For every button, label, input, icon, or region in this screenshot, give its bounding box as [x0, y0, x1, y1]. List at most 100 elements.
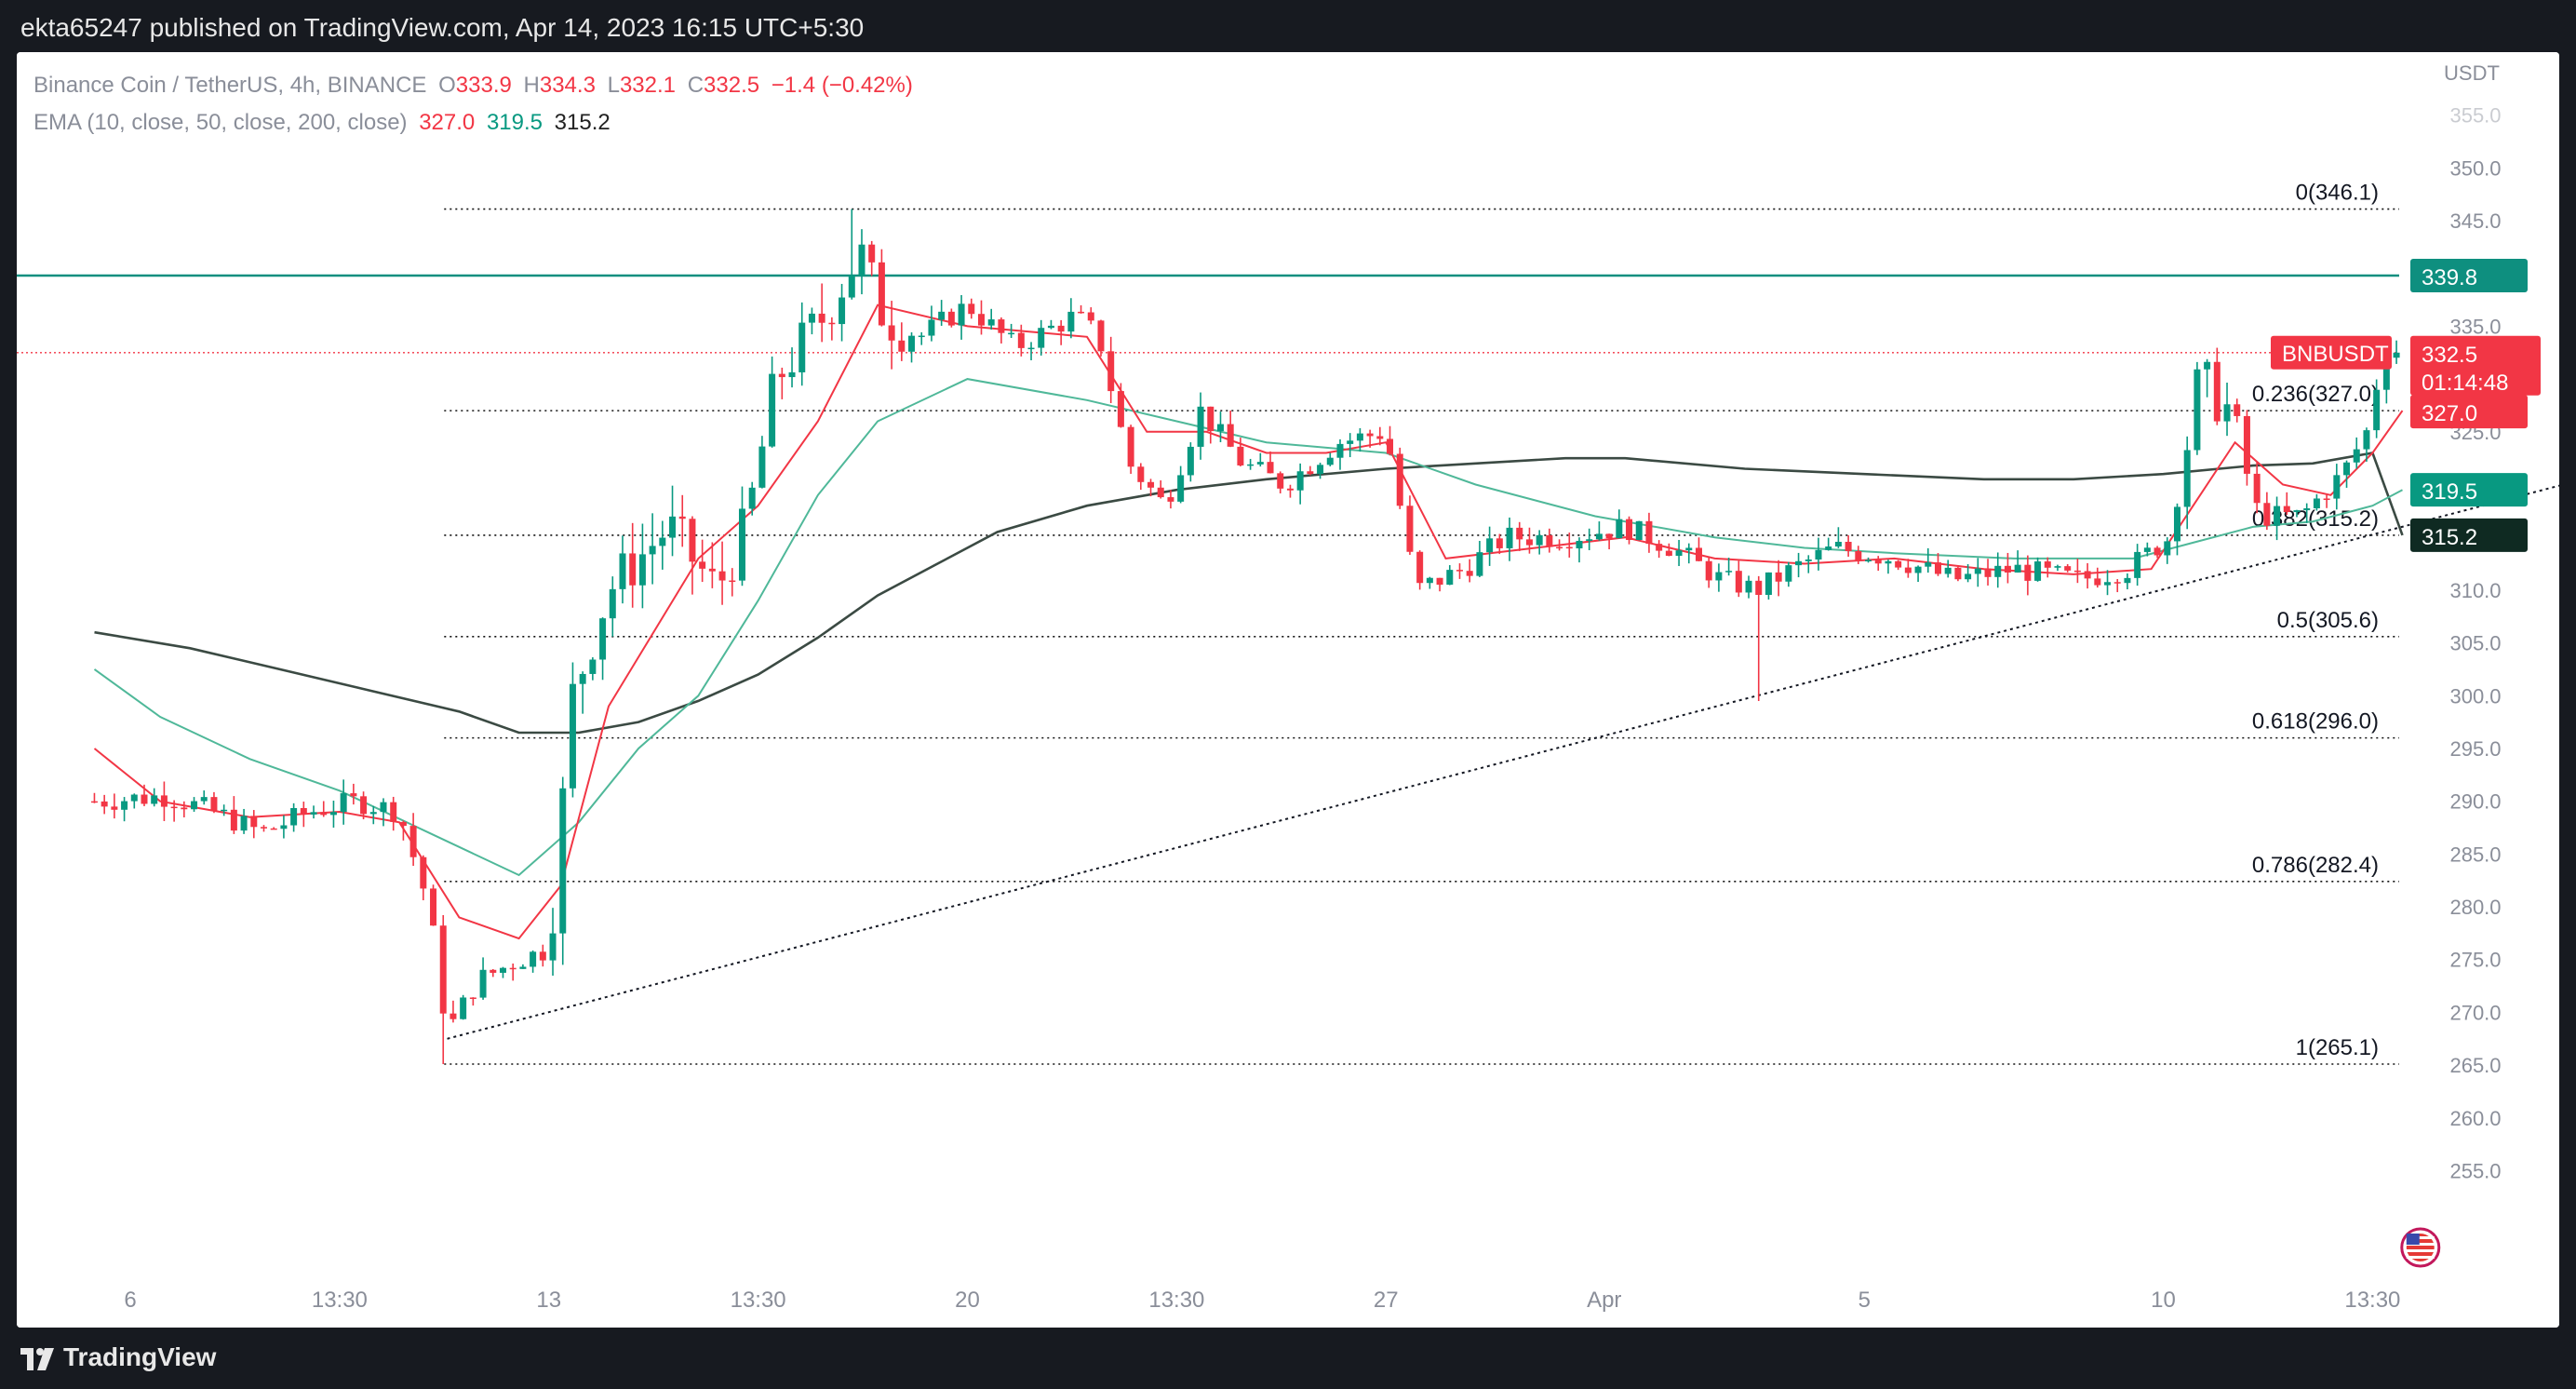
candle-up — [908, 335, 916, 352]
candle-up — [1586, 539, 1593, 541]
candle-up — [769, 373, 776, 447]
flag-stripe — [2406, 1236, 2435, 1239]
y-axis-tick: 265.0 — [2449, 1054, 2501, 1077]
candle-up — [1067, 311, 1075, 332]
candle-up — [798, 322, 806, 372]
legend-ema-label[interactable]: EMA (10, close, 50, close, 200, close) — [34, 110, 408, 135]
ema50-line — [93, 378, 2403, 877]
chart-frame[interactable]: USDT 355.0 350.0 345.0 335.0 325.0 310.0 305.0 3… — [17, 52, 2559, 1328]
candle-up — [310, 812, 317, 815]
candle-down — [509, 967, 517, 970]
candle-up — [649, 546, 656, 555]
candle-down — [1954, 567, 1962, 580]
candle-down — [778, 373, 785, 378]
legend-symbol-row: Binance Coin / TetherUS, 4h, BINANCE O33… — [34, 67, 919, 104]
candle-down — [1097, 320, 1105, 352]
candle-down — [1456, 570, 1463, 572]
candle-down — [170, 806, 178, 809]
legend-low: 332.1 — [619, 73, 677, 98]
candle-down — [1277, 473, 1284, 489]
candle-up — [1595, 533, 1603, 540]
candle-up — [1785, 565, 1792, 582]
candle-up — [2313, 498, 2320, 509]
y-axis-tick: 335.0 — [2449, 315, 2501, 338]
candle-down — [1396, 453, 1403, 506]
fib-level-label: 0.786(282.4) — [2252, 853, 2379, 878]
candle-up — [638, 554, 646, 586]
trendline — [447, 484, 2559, 1040]
candle-up — [1347, 440, 1354, 444]
candle-up — [1476, 552, 1483, 576]
x-axis-tick: 13:30 — [731, 1288, 786, 1313]
candle-down — [878, 262, 885, 326]
candle-down — [2094, 578, 2101, 586]
legend-symbol[interactable]: Binance Coin / TetherUS, 4h, BINANCE — [34, 73, 427, 98]
candle-down — [678, 516, 686, 519]
candle-up — [2124, 577, 2131, 584]
candle-down — [360, 796, 368, 815]
candle-up — [1745, 580, 1752, 593]
candle-up — [2343, 462, 2351, 476]
candle-down — [111, 806, 118, 810]
candle-up — [2104, 582, 2112, 586]
publish-header: ekta65247 published on TradingView.com, … — [0, 0, 2576, 52]
candle-up — [2194, 369, 2201, 451]
us-flag-icon — [2400, 1227, 2441, 1268]
candle-down — [2153, 547, 2161, 556]
last-price-tag-bg — [2410, 335, 2541, 396]
candle-down — [1695, 547, 1702, 561]
candle-down — [1645, 520, 1653, 545]
last-price-tag-text: 332.5 — [2422, 343, 2477, 368]
candle-down — [2283, 506, 2290, 513]
x-axis-tick: 13 — [536, 1288, 561, 1313]
candle-down — [977, 314, 985, 326]
candle-up — [2373, 389, 2381, 431]
candle-up — [1764, 572, 1772, 595]
candle-down — [1087, 312, 1094, 321]
candle-down — [898, 340, 906, 352]
candle-down — [439, 925, 447, 1014]
candle-up — [569, 683, 576, 789]
candle-down — [260, 827, 267, 829]
legend-ema-row: EMA (10, close, 50, close, 200, close) 3… — [34, 104, 919, 142]
y-axis-tick: 310.0 — [2449, 579, 2501, 602]
candle-up — [221, 809, 228, 812]
candle-up — [1247, 464, 1254, 466]
candle-up — [1805, 560, 1812, 561]
y-axis-tick: 255.0 — [2449, 1160, 2501, 1183]
candle-down — [2323, 498, 2330, 500]
candle-up — [599, 618, 607, 660]
candle-up — [2333, 475, 2341, 499]
candle-down — [699, 561, 706, 569]
footer-brand[interactable]: TradingView — [63, 1342, 217, 1371]
flag-stripe — [2406, 1256, 2435, 1259]
candle-down — [2243, 415, 2250, 474]
candle-up — [1256, 462, 1264, 465]
x-axis-tick: 13:30 — [2344, 1288, 2400, 1313]
x-axis-tick: 27 — [1374, 1288, 1399, 1313]
candle-down — [2024, 564, 2032, 581]
legend-open: 333.9 — [455, 73, 512, 98]
candle-down — [1376, 436, 1384, 439]
candle-down — [1525, 539, 1533, 546]
candle-up — [848, 276, 855, 298]
candle-up — [1795, 560, 1803, 566]
candle-down — [1934, 562, 1941, 574]
candle-up — [479, 969, 487, 998]
footer: TradingView — [0, 1328, 2576, 1389]
candle-down — [90, 801, 98, 803]
candle-up — [1834, 541, 1842, 547]
candle-up — [1815, 549, 1822, 560]
candle-down — [420, 856, 427, 889]
y-axis-tick: 260.0 — [2449, 1107, 2501, 1130]
candle-up — [1885, 560, 1892, 564]
legend-ema200: 315.2 — [554, 110, 610, 135]
candlestick-chart[interactable]: USDT355.0350.0345.0335.0325.0310.0305.03… — [17, 52, 2559, 1328]
candle-up — [2183, 450, 2191, 507]
candle-up — [1356, 433, 1363, 441]
candle-down — [101, 801, 108, 807]
candle-down — [490, 969, 497, 973]
fib-level-label: 0.5(305.6) — [2277, 608, 2379, 633]
candle-up — [1994, 565, 2002, 577]
candle-down — [968, 303, 975, 315]
